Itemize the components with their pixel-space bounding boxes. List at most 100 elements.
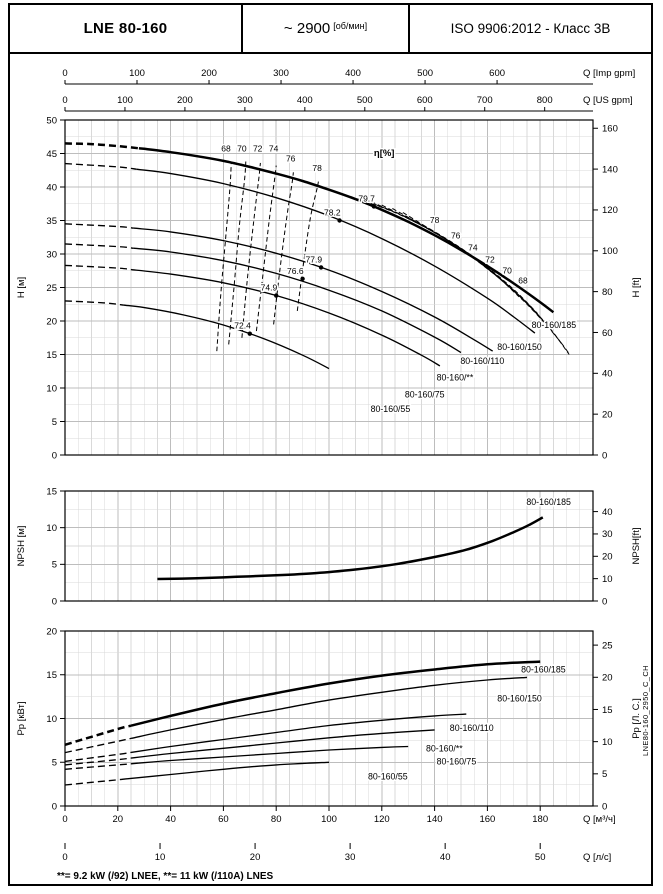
svg-text:80-160/**: 80-160/**: [437, 372, 474, 382]
svg-text:600: 600: [489, 68, 505, 79]
bep-point: [274, 293, 279, 298]
page-frame: LNE 80-160 ~ 2900 [об/мин] ISO 9906:2012…: [8, 3, 653, 886]
svg-text:78: 78: [430, 215, 440, 225]
svg-text:80-160/150: 80-160/150: [497, 693, 542, 703]
bep-point: [371, 204, 377, 209]
efficiency-contour-68: [402, 212, 570, 355]
svg-text:15: 15: [602, 705, 613, 716]
svg-text:5: 5: [602, 769, 607, 780]
svg-text:80-160/185: 80-160/185: [526, 497, 571, 507]
svg-text:5: 5: [52, 417, 57, 428]
svg-text:20: 20: [46, 316, 57, 327]
efficiency-contour-68: [216, 161, 232, 352]
curve-80-160-185-dashed: [64, 142, 140, 150]
svg-text:200: 200: [177, 95, 193, 106]
svg-text:40: 40: [46, 182, 57, 193]
svg-text:Pp [Л. С.]: Pp [Л. С.]: [631, 698, 642, 739]
svg-text:Q [м³/ч]: Q [м³/ч]: [583, 814, 616, 825]
svg-text:10: 10: [602, 574, 613, 585]
svg-text:20: 20: [602, 673, 613, 684]
svg-text:Q [Imp gpm]: Q [Imp gpm]: [583, 68, 635, 79]
curve-80-160-150: [136, 168, 536, 334]
svg-text:78: 78: [312, 163, 322, 173]
header: LNE 80-160 ~ 2900 [об/мин] ISO 9906:2012…: [10, 5, 651, 54]
svg-text:40: 40: [440, 852, 451, 863]
svg-text:700: 700: [477, 95, 493, 106]
svg-text:500: 500: [417, 68, 433, 79]
svg-text:40: 40: [602, 507, 613, 518]
svg-text:10: 10: [46, 523, 57, 534]
pump-speed: ~ 2900 [об/мин]: [243, 5, 410, 52]
svg-text:400: 400: [345, 68, 361, 79]
svg-text:74: 74: [468, 243, 478, 253]
bep-point: [300, 276, 305, 281]
svg-text:20: 20: [113, 814, 124, 825]
svg-text:80: 80: [602, 287, 613, 298]
svg-text:68: 68: [518, 276, 528, 286]
svg-text:0: 0: [62, 852, 67, 863]
svg-text:200: 200: [201, 68, 217, 79]
svg-text:100: 100: [117, 95, 133, 106]
grid: [64, 490, 594, 602]
svg-text:5: 5: [52, 758, 57, 769]
grid: [64, 630, 594, 807]
svg-text:10: 10: [46, 383, 57, 394]
curve-80-160--dashed: [64, 243, 134, 249]
svg-text:78.2: 78.2: [324, 208, 341, 218]
panel-power: 0 5 10 15 20 0 5 10 15 20 25 Pp [кВт] Pp [Л. С.] 0 20 4…: [16, 626, 642, 863]
svg-text:72: 72: [485, 255, 495, 265]
svg-text:79.7: 79.7: [358, 193, 375, 203]
bep-point: [247, 331, 252, 336]
curve-80-160-110: [130, 713, 467, 754]
svg-text:30: 30: [46, 249, 57, 260]
svg-text:300: 300: [237, 95, 253, 106]
svg-text:140: 140: [602, 164, 618, 175]
svg-text:60: 60: [602, 328, 613, 339]
svg-text:600: 600: [417, 95, 433, 106]
curve-80-160-185: [130, 660, 541, 727]
svg-text:80-160/55: 80-160/55: [371, 404, 411, 414]
svg-text:77.9: 77.9: [306, 254, 323, 264]
curve-80-160-55-dashed: [64, 300, 124, 306]
svg-text:0: 0: [52, 450, 57, 461]
svg-text:74: 74: [269, 144, 279, 154]
curve-80-160-150-dashed: [64, 162, 137, 170]
curve-80-160-55-dashed: [64, 778, 125, 786]
svg-text:120: 120: [602, 205, 618, 216]
svg-text:80-160/**: 80-160/**: [426, 743, 463, 753]
svg-text:35: 35: [46, 216, 57, 227]
efficiency-contour-74: [255, 165, 277, 332]
svg-text:120: 120: [374, 814, 390, 825]
svg-text:20: 20: [46, 626, 57, 637]
efficiency-contour-76: [273, 172, 294, 325]
svg-text:50: 50: [46, 115, 57, 126]
curve-80-160-55: [123, 761, 330, 780]
pump-speed-value: ~ 2900: [283, 20, 331, 37]
svg-text:H [м]: H [м]: [16, 277, 27, 298]
pump-speed-unit: [об/мин]: [333, 20, 368, 31]
curve-80-160-75-dashed: [64, 763, 132, 770]
svg-text:20: 20: [250, 852, 261, 863]
svg-text:100: 100: [129, 68, 145, 79]
svg-text:72.4: 72.4: [234, 321, 251, 331]
panel-npsh: 0 5 10 15 0 10 20 30 40 NPSH [м] NPSH[ft] 80-160/18…: [16, 486, 642, 607]
svg-text:160: 160: [479, 814, 495, 825]
svg-text:30: 30: [602, 529, 613, 540]
curve-80-160-110-dashed: [64, 751, 132, 763]
curve-80-160-: [130, 729, 435, 759]
pump-model-label: LNE 80-160: [83, 20, 168, 37]
svg-text:0: 0: [602, 801, 607, 812]
svg-text:80-160/110: 80-160/110: [450, 723, 494, 733]
pump-charts: 0510152025303540455002040608010012014016…: [16, 68, 642, 863]
svg-text:40: 40: [165, 814, 176, 825]
svg-text:15: 15: [46, 670, 57, 681]
svg-text:5: 5: [52, 560, 57, 571]
svg-text:NPSH[ft]: NPSH[ft]: [631, 528, 642, 565]
iso-standard-label: ISO 9906:2012 - Класс 3В: [450, 21, 611, 36]
svg-text:10: 10: [155, 852, 166, 863]
curve-80-160-185-dashed: [64, 724, 132, 746]
svg-text:100: 100: [602, 246, 618, 257]
curve-80-160-75: [130, 745, 409, 765]
svg-text:80-160/185: 80-160/185: [532, 320, 577, 330]
curve-80-160--dashed: [64, 757, 132, 766]
